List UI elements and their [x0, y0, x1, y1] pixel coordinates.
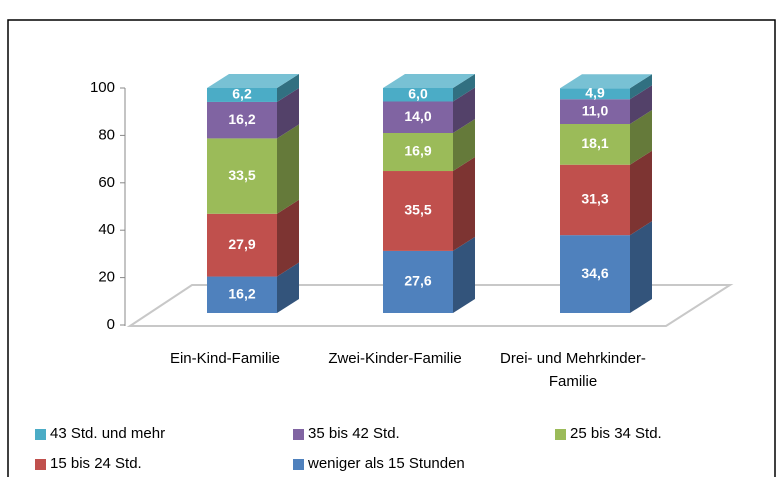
legend-item: weniger als 15 Stunden: [293, 455, 465, 473]
bar: [560, 164, 630, 236]
bar: [560, 88, 630, 100]
bar-top: [560, 74, 652, 89]
data-label: 6,2: [232, 86, 252, 102]
data-label: 33,5: [228, 167, 255, 183]
data-label: 35,5: [404, 202, 431, 218]
legend-swatch: [293, 428, 304, 440]
legend-label: 43 Std. und mehr: [50, 425, 166, 442]
bar-side: [277, 74, 299, 102]
legend-item: 15 bis 24 Std.: [35, 455, 142, 473]
data-label: 16,2: [228, 285, 255, 301]
legend-item: 35 bis 42 Std.: [293, 425, 400, 443]
bar: [383, 101, 453, 133]
y-tick-label: 20: [98, 269, 115, 286]
y-tick-label: 40: [98, 221, 115, 238]
legend-swatch: [35, 428, 46, 440]
legend-swatch: [555, 428, 566, 440]
legend-item: 43 Std. und mehr: [35, 425, 165, 443]
data-label: 18,1: [581, 135, 608, 151]
bar: [383, 171, 453, 251]
bar-side: [277, 87, 299, 139]
bar-side: [453, 119, 475, 172]
bar-side: [630, 85, 652, 124]
bar: [560, 124, 630, 165]
data-label: 14,0: [404, 108, 431, 124]
bar-side: [453, 157, 475, 251]
bar: [207, 88, 277, 102]
data-label: 11,0: [582, 102, 609, 118]
bar-side: [453, 236, 475, 313]
y-tick-label: 80: [98, 126, 115, 143]
bar: [207, 101, 277, 139]
y-tick-label: 0: [107, 316, 115, 333]
x-tick-label: Ein-Kind-Familie: [169, 350, 281, 367]
bar-top: [383, 74, 475, 88]
bar-side: [277, 262, 299, 313]
y-tick-label: 60: [98, 174, 115, 191]
data-label: 4,9: [585, 84, 605, 100]
bar: [207, 213, 277, 277]
x-tick-label: Drei- und Mehrkinder-Familie: [500, 350, 646, 390]
bar: [207, 138, 277, 214]
bar-top: [207, 74, 299, 88]
data-label: 31,3: [581, 191, 608, 207]
legend-label: weniger als 15 Stunden: [308, 455, 465, 472]
bar-side: [630, 221, 652, 313]
bar-side: [630, 110, 652, 165]
bar-side: [630, 150, 652, 236]
legend-swatch: [293, 458, 304, 470]
bar-side: [630, 74, 652, 100]
legend-label: 35 bis 42 Std.: [308, 425, 400, 442]
data-label: 27,9: [228, 236, 255, 252]
chart-border: [7, 19, 776, 477]
bar: [560, 99, 630, 124]
data-label: 16,9: [404, 143, 431, 159]
bar: [383, 133, 453, 172]
data-label: 34,6: [581, 265, 608, 281]
bar-side: [453, 74, 475, 102]
bar: [383, 88, 453, 102]
bar-side: [277, 124, 299, 214]
floor: [126, 284, 734, 327]
y-tick-label: 100: [90, 79, 115, 96]
data-label: 16,2: [228, 111, 255, 127]
x-tick-label: Zwei-Kinder-Familie: [328, 350, 462, 367]
legend-label: 15 bis 24 Std.: [50, 455, 142, 472]
bar-side: [277, 199, 299, 277]
bar: [383, 250, 453, 313]
legend-label: 25 bis 34 Std.: [570, 425, 662, 442]
legend-swatch: [35, 458, 46, 470]
bar: [560, 235, 630, 313]
data-label: 6,0: [408, 85, 428, 101]
bar: [207, 276, 277, 313]
data-label: 27,6: [404, 273, 431, 289]
legend-item: 25 bis 34 Std.: [555, 425, 662, 443]
bar-side: [453, 87, 475, 133]
